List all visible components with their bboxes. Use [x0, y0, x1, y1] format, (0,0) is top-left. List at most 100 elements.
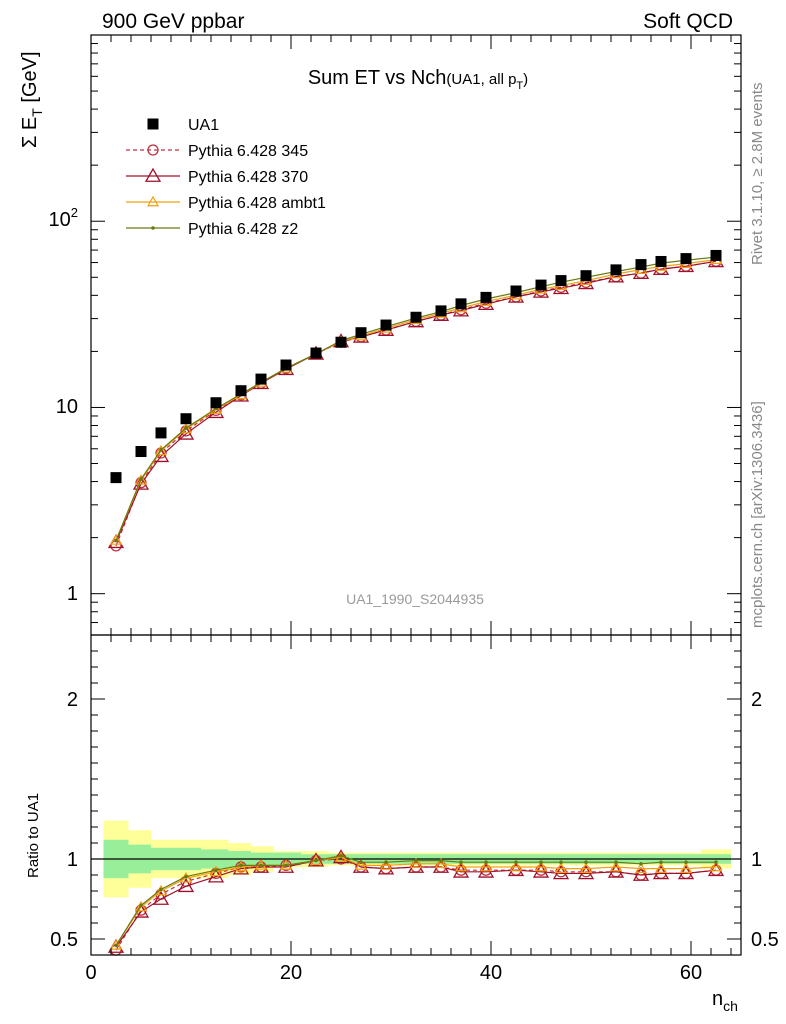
ratio-plot-panel: [91, 820, 741, 956]
data-point: [380, 319, 392, 331]
data-point: [535, 279, 547, 291]
ratio-tick-label-right: 0.5: [751, 929, 779, 951]
series-point-2: [209, 403, 223, 414]
ratio-point-3: [439, 858, 443, 863]
data-point: [180, 413, 192, 425]
y-tick-label-100: 102: [49, 205, 78, 231]
ratio-point-2: [679, 862, 693, 873]
ratio-point-3: [714, 860, 718, 864]
ratio-tick-label-left: 1: [67, 849, 78, 871]
ratio-point-3: [484, 860, 488, 864]
data-point: [410, 311, 422, 323]
x-axis-label: nch: [712, 988, 738, 1014]
data-point: [680, 253, 692, 265]
ratio-point-1: [152, 890, 170, 905]
ratio-point-3: [614, 860, 618, 864]
series-line-2: [115, 259, 717, 541]
ratio-point-2: [454, 860, 468, 872]
series-line-3: [115, 256, 717, 541]
ratio-point-3: [414, 858, 418, 863]
ratio-point-3: [359, 860, 363, 864]
ratio-tick-label-right: 2: [751, 689, 762, 711]
ratio-tick-label-left: 0.5: [50, 929, 78, 951]
data-point: [155, 427, 167, 439]
ratio-point-2: [654, 862, 668, 873]
series-point-2: [154, 444, 168, 456]
ratio-point-3: [114, 943, 118, 948]
ratio-point-3: [239, 863, 243, 868]
ratio-point-2: [534, 860, 548, 872]
data-point: [610, 264, 622, 276]
main-plot-panel: [107, 249, 725, 552]
ratio-point-2: [509, 860, 523, 872]
y-axis-label: Σ ET [GeV]: [19, 51, 45, 148]
data-point: [310, 347, 322, 359]
data-point: [510, 285, 522, 297]
data-point: [655, 255, 667, 267]
x-tick-label: 40: [480, 962, 502, 984]
data-point: [135, 446, 147, 458]
data-point: [210, 397, 222, 409]
ratio-point-2: [109, 939, 123, 950]
rivet-label: Rivet 3.1.10, ≥ 2.8M events: [749, 83, 766, 266]
ratio-point-3: [584, 860, 588, 864]
chart-title: Sum ET vs Nch(UA1, all pT): [308, 67, 528, 92]
legend-label-0: UA1: [188, 117, 219, 134]
series-point-2: [109, 534, 123, 545]
series-point-2: [134, 474, 148, 485]
series-point-2: [179, 422, 193, 434]
legend-marker-0: [147, 118, 159, 130]
legend-marker-3: [146, 195, 160, 207]
data-point: [580, 270, 592, 282]
ratio-point-2: [434, 857, 448, 869]
x-tick-label: 60: [680, 962, 702, 984]
series-line-0: [115, 260, 717, 547]
data-point: [710, 249, 722, 261]
data-point: [455, 298, 467, 310]
legend-marker-2: [144, 167, 162, 182]
data-point: [235, 385, 247, 397]
legend: UA1 Pythia 6.428 345 Pythia 6.428 370 Pythi…: [126, 117, 326, 238]
ratio-point-2: [579, 862, 593, 873]
ratio-point-3: [659, 860, 663, 864]
legend-label-1: Pythia 6.428 345: [188, 143, 308, 160]
legend-label-3: Pythia 6.428 ambt1: [188, 195, 326, 212]
ratio-point-2: [554, 862, 568, 873]
data-point: [335, 336, 347, 348]
ratio-point-3: [639, 862, 643, 866]
ratio-point-3: [139, 903, 143, 908]
ratio-point-2: [609, 860, 623, 872]
ratio-axis-label: Ratio to UA1: [25, 793, 42, 878]
ratio-point-3: [184, 874, 188, 879]
analysis-id: UA1_1990_S2044935: [346, 591, 484, 607]
ratio-point-3: [384, 860, 388, 864]
ratio-point-3: [284, 863, 288, 868]
ratio-point-3: [539, 860, 543, 864]
ratio-frame: [90, 634, 742, 956]
data-point: [480, 291, 492, 303]
series-point-3: [184, 426, 188, 430]
series-point-1: [132, 475, 150, 490]
ratio-point-1: [632, 866, 650, 881]
data-point: [635, 259, 647, 271]
legend-label-2: Pythia 6.428 370: [188, 169, 308, 186]
x-tick-label: 0: [85, 962, 96, 984]
data-point: [110, 472, 122, 484]
ratio-point-2: [479, 860, 493, 872]
ratio-point-2: [154, 884, 168, 896]
ratio-point-3: [559, 860, 563, 864]
ratio-tick-label-right: 1: [751, 849, 762, 871]
data-point: [435, 305, 447, 317]
header-left: 900 GeV ppbar: [102, 10, 244, 33]
ratio-point-2: [409, 857, 423, 869]
ratio-point-3: [314, 858, 318, 863]
data-point: [280, 359, 292, 371]
ratio-point-2: [354, 859, 368, 870]
ratio-tick-label-left: 2: [67, 689, 78, 711]
ratio-point-3: [259, 863, 263, 868]
ratio-point-3: [339, 854, 343, 858]
y-tick-label-10: 10: [56, 396, 78, 418]
ratio-point-2: [254, 859, 268, 870]
legend-marker-1: [147, 144, 159, 156]
data-point: [255, 373, 267, 385]
